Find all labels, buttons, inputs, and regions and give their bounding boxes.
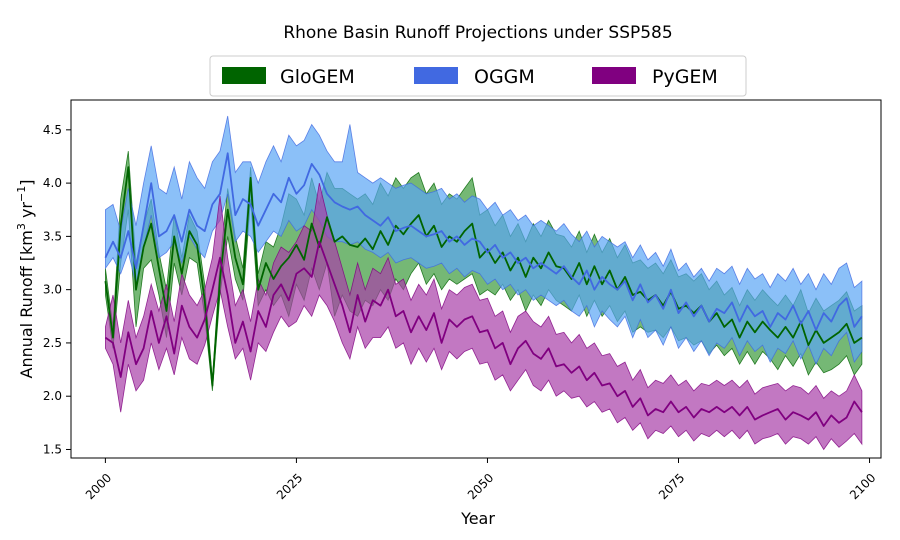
- y-tick-label: 2.0: [43, 389, 62, 403]
- legend-swatch-glogem: [222, 67, 266, 84]
- legend-label-oggm: OGGM: [474, 66, 535, 88]
- band-oggm: [105, 115, 863, 366]
- y-tick-label: 3.0: [43, 283, 62, 297]
- x-tick-label: 2050: [465, 471, 496, 502]
- x-axis-label: Year: [460, 509, 495, 528]
- chart-title: Rhone Basin Runoff Projections under SSP…: [283, 23, 672, 43]
- legend-label-glogem: GloGEM: [280, 66, 355, 88]
- y-tick-label: 3.5: [43, 229, 62, 243]
- legend-box: [209, 55, 747, 97]
- y-tick-label: 2.5: [43, 336, 62, 350]
- line-pygem: [104, 240, 863, 427]
- y-tick-label: 4.5: [43, 123, 62, 137]
- legend-swatch-pygem: [592, 67, 636, 84]
- x-tick-label: 2100: [847, 471, 878, 502]
- x-axis: 2000 2025 2050 2075 2100: [83, 458, 878, 502]
- x-tick-label: 2075: [656, 471, 687, 502]
- line-glogem: [104, 166, 863, 387]
- y-axis-label: Annual Runoff [km3 yr−1]: [15, 180, 36, 379]
- legend-swatch-oggm: [414, 67, 458, 84]
- line-oggm: [104, 152, 863, 332]
- axes-frame: [70, 99, 882, 459]
- plot-area: [104, 115, 863, 451]
- legend-label-pygem: PyGEM: [652, 66, 718, 88]
- x-tick-label: 2025: [274, 471, 305, 502]
- y-tick-label: 4.0: [43, 176, 62, 190]
- y-tick-label: 1.5: [43, 442, 62, 456]
- x-tick-label: 2000: [83, 471, 114, 502]
- y-axis: 1.5 2.0 2.5 3.0 3.5 4.0 4.5: [43, 123, 71, 456]
- legend: GloGEM OGGM PyGEM: [209, 55, 747, 97]
